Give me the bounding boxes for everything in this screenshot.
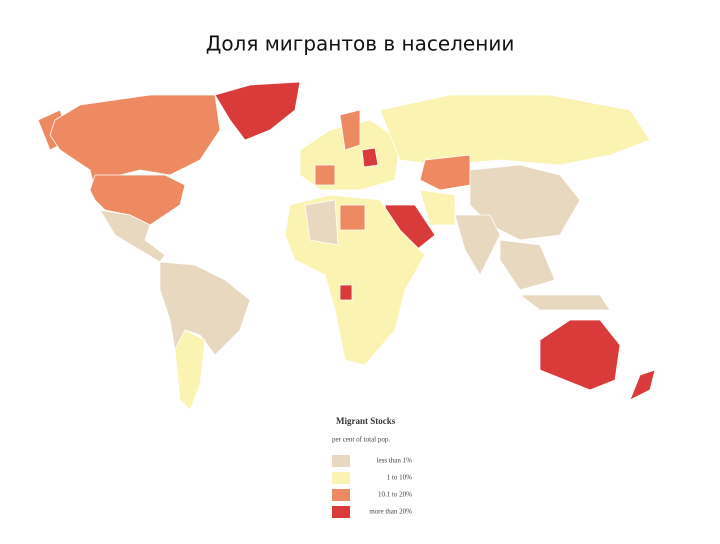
legend-swatch bbox=[332, 489, 350, 501]
legend-label: less than 1% bbox=[377, 457, 413, 465]
legend-subtitle: per cent of total pop. bbox=[332, 436, 390, 444]
legend-label: 1 to 10% bbox=[387, 474, 412, 482]
legend-label: more than 20% bbox=[369, 508, 412, 516]
legend-title: Migrant Stocks bbox=[336, 416, 396, 426]
world-map bbox=[37, 81, 656, 411]
legend-swatch bbox=[332, 455, 350, 467]
legend: Migrant Stocks per cent of total pop. le… bbox=[332, 416, 412, 518]
legend-swatch bbox=[332, 472, 350, 484]
slide-title: Доля мигрантов в населении bbox=[206, 32, 515, 56]
legend-swatch bbox=[332, 506, 350, 518]
legend-label: 10.1 to 20% bbox=[378, 491, 412, 499]
